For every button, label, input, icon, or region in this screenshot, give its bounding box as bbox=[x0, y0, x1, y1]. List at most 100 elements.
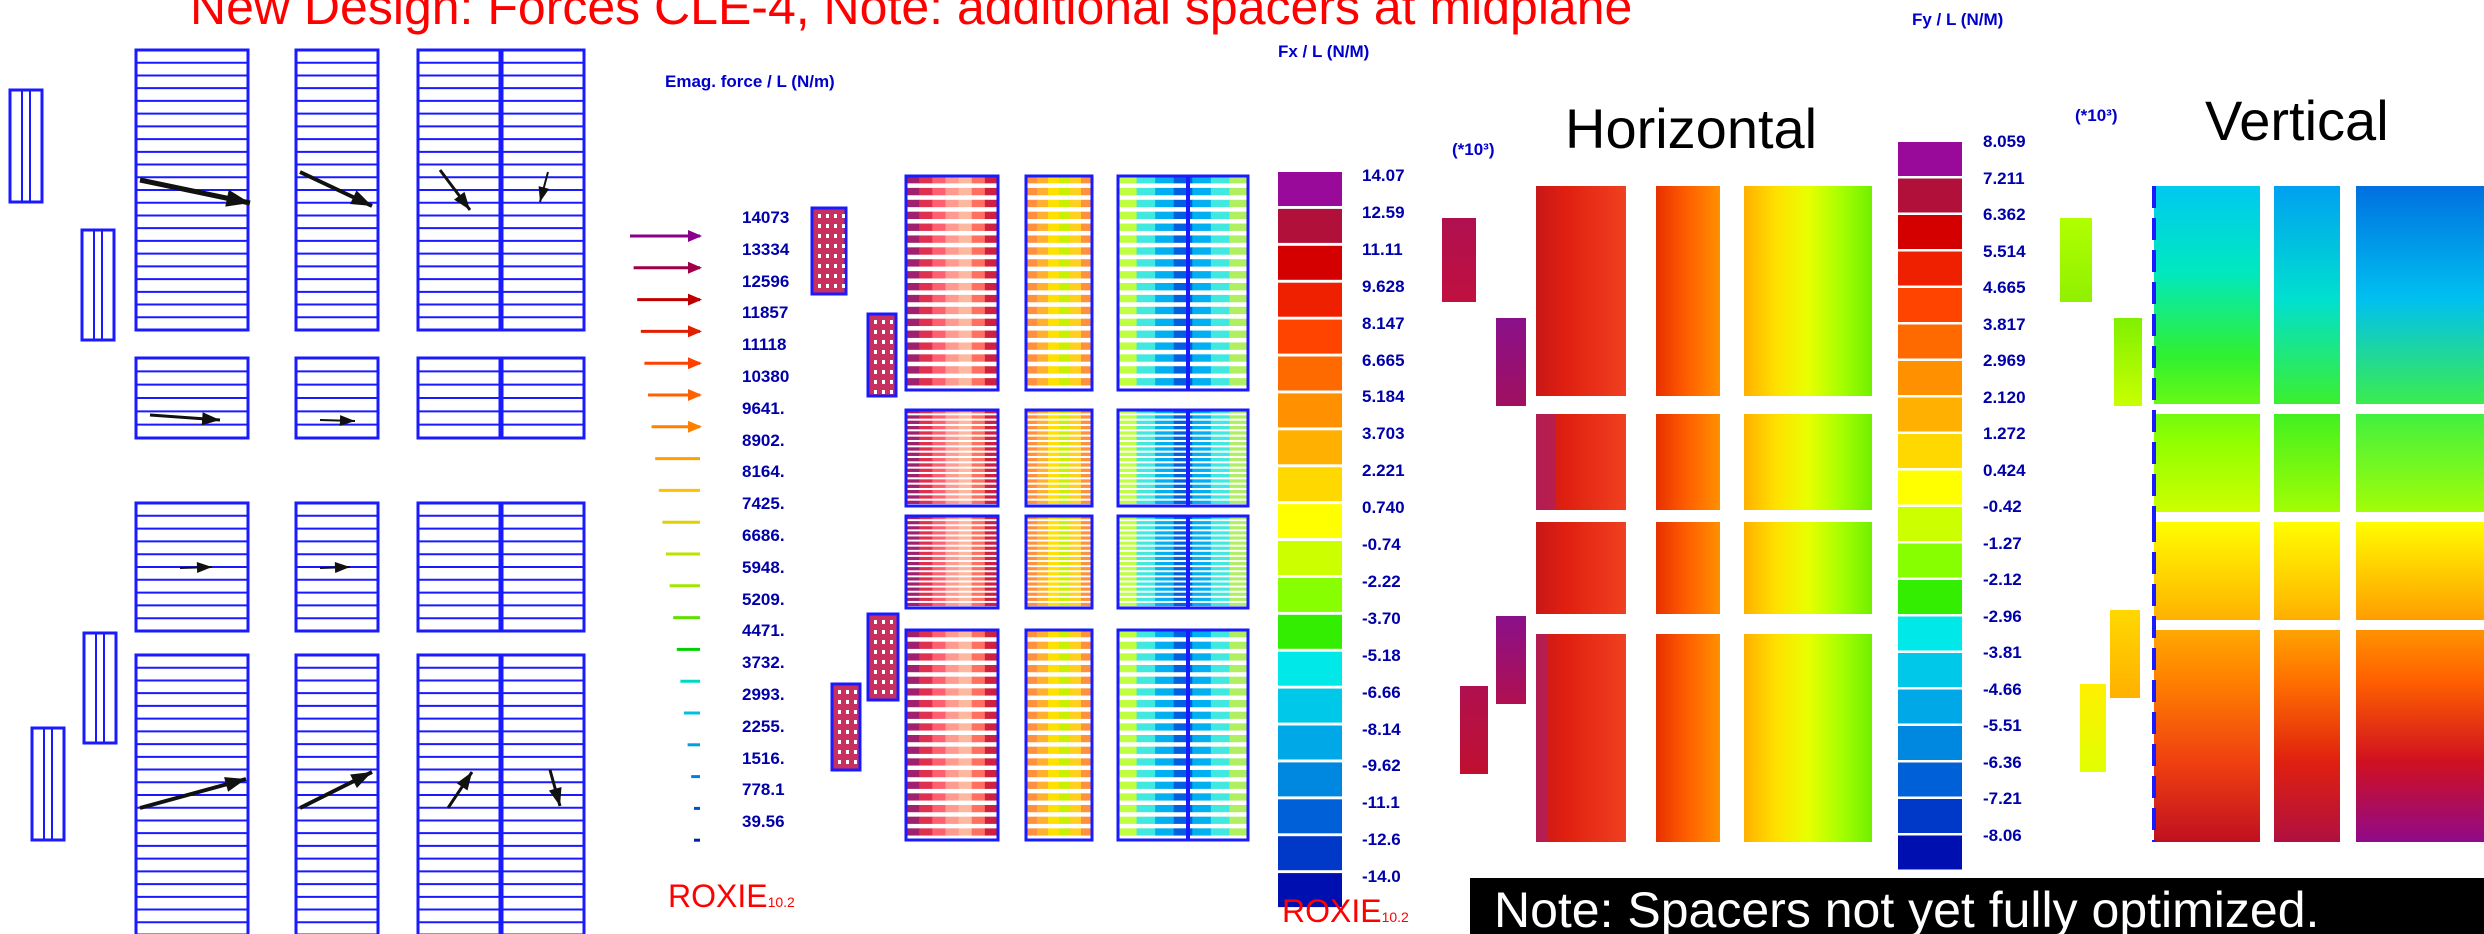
v-side-block-3 bbox=[2080, 684, 2106, 772]
fy-colorbar-swatch-1 bbox=[1898, 178, 1962, 213]
fx-legend-label-18: -12.6 bbox=[1362, 830, 1401, 850]
force-arrow-1 bbox=[299, 170, 373, 208]
fx-colorbar-swatch-11 bbox=[1278, 577, 1342, 612]
fx-colorbar-swatch-9 bbox=[1278, 504, 1342, 539]
h-map-b-1 bbox=[1656, 414, 1720, 510]
emag-legend-label-14: 3732. bbox=[742, 653, 785, 673]
fy-legend-label-0: 8.059 bbox=[1983, 132, 2026, 151]
emag-side-block-0 bbox=[810, 206, 848, 296]
fy-colorbar-swatch-17 bbox=[1898, 762, 1962, 797]
h-side-block-0 bbox=[1442, 218, 1476, 302]
emag-map-b-2 bbox=[1024, 514, 1094, 610]
force-arrow-5 bbox=[319, 415, 356, 427]
v-map-a-bot bbox=[2154, 520, 2260, 842]
fx-legend-label-17: -11.1 bbox=[1362, 793, 1400, 813]
fx-colorbar-swatch-0 bbox=[1278, 172, 1342, 206]
h-side-block-3 bbox=[1460, 686, 1488, 774]
h-map-a-2 bbox=[1536, 520, 1626, 614]
fx-legend-label-12: -3.70 bbox=[1362, 608, 1401, 628]
emag-map-a-3 bbox=[904, 628, 1000, 842]
fx-legend-label-7: 3.703 bbox=[1362, 424, 1405, 444]
v-map-b-top bbox=[2274, 186, 2340, 526]
coil-block-0-2 bbox=[416, 48, 502, 332]
v-map-gap-0 bbox=[2150, 404, 2484, 414]
h-map-a-0 bbox=[1536, 186, 1626, 396]
fx-colorbar-swatch-1 bbox=[1278, 208, 1342, 243]
fy-colorbar-swatch-4 bbox=[1898, 288, 1962, 322]
emag-map-c-2 bbox=[1116, 514, 1250, 610]
emag-legend-arrow-0 bbox=[630, 230, 702, 242]
vertical-label: Vertical bbox=[2205, 89, 2389, 152]
fx-colorbar-swatch-14 bbox=[1278, 688, 1342, 723]
fx-legend-label-4: 8.147 bbox=[1362, 313, 1405, 333]
emag-legend-label-10: 6686. bbox=[742, 526, 785, 545]
emag-map-b-1 bbox=[1024, 408, 1094, 508]
emag-map-c-0 bbox=[1116, 174, 1250, 392]
fy-label: Fy / L (N/M) bbox=[1912, 10, 2004, 29]
fx-legend-label-16: -9.62 bbox=[1362, 756, 1401, 776]
fx-legend-label-9: 0.740 bbox=[1362, 498, 1405, 518]
fy-colorbar-swatch-13 bbox=[1898, 616, 1962, 651]
h-map-c-1 bbox=[1744, 414, 1872, 510]
fx-exponent: (*10³) bbox=[1452, 140, 1495, 159]
fy-colorbar-swatch-12 bbox=[1898, 580, 1962, 614]
fx-colorbar-swatch-16 bbox=[1278, 762, 1342, 797]
fx-legend-label-3: 9.628 bbox=[1362, 276, 1405, 296]
fy-colorbar-swatch-8 bbox=[1898, 434, 1962, 468]
fy-legend-label-11: -1.27 bbox=[1983, 533, 2022, 553]
emag-map-b-3 bbox=[1024, 628, 1094, 842]
emag-map-a-0 bbox=[904, 174, 1000, 392]
coil-block-2-3 bbox=[500, 501, 586, 633]
emag-legend-label-5: 10380 bbox=[742, 367, 790, 386]
fy-legend-label-14: -3.81 bbox=[1983, 643, 2022, 662]
force-arrow-2 bbox=[438, 169, 472, 211]
h-side-block-1 bbox=[1496, 318, 1526, 406]
fy-colorbar-swatch-14 bbox=[1898, 653, 1962, 687]
fx-legend-label-10: -0.74 bbox=[1362, 535, 1401, 554]
coil-block-3-2 bbox=[416, 653, 502, 934]
side-bar-3 bbox=[30, 726, 66, 842]
emag-legend-label-2: 12596 bbox=[742, 271, 790, 291]
v-map-a-top bbox=[2154, 186, 2260, 526]
h-map-b-2 bbox=[1656, 520, 1720, 614]
fy-legend-label-15: -4.66 bbox=[1983, 679, 2022, 699]
h-map-c-3 bbox=[1744, 634, 1872, 842]
v-map-c-top bbox=[2356, 186, 2484, 526]
fx-colorbar-swatch-2 bbox=[1278, 245, 1342, 280]
fy-legend-label-12: -2.12 bbox=[1983, 570, 2022, 589]
emag-side-block-3 bbox=[830, 682, 862, 772]
coil-block-0-3 bbox=[500, 48, 586, 332]
fx-colorbar-swatch-7 bbox=[1278, 430, 1342, 465]
fy-legend-label-5: 3.817 bbox=[1983, 314, 2026, 334]
h-map-gap-2 bbox=[1532, 620, 1876, 630]
fx-colorbar-swatch-10 bbox=[1278, 541, 1342, 575]
emag-legend-label-13: 4471. bbox=[742, 621, 785, 641]
emag-legend-arrow-6 bbox=[651, 420, 702, 433]
fx-colorbar-swatch-8 bbox=[1278, 467, 1342, 502]
emag-legend-label-1: 13334 bbox=[742, 239, 790, 259]
emag-legend-label-7: 8902. bbox=[742, 430, 785, 450]
h-map-c-2 bbox=[1744, 520, 1872, 614]
side-bar-2 bbox=[82, 631, 118, 745]
v-side-block-2 bbox=[2110, 610, 2140, 698]
emag-legend-arrow-5 bbox=[648, 389, 702, 401]
coil-block-1-1 bbox=[294, 356, 380, 440]
fy-colorbar-swatch-0 bbox=[1898, 142, 1962, 176]
emag-map-c-3 bbox=[1116, 628, 1250, 842]
v-side-block-1 bbox=[2114, 318, 2142, 406]
h-map-gap-1 bbox=[1532, 512, 1876, 522]
force-arrow-4 bbox=[149, 412, 221, 426]
emag-legend-label-12: 5209. bbox=[742, 589, 785, 609]
force-arrow-3 bbox=[538, 171, 550, 203]
fx-legend-label-11: -2.22 bbox=[1362, 571, 1401, 591]
emag-legend-arrow-1 bbox=[633, 261, 702, 274]
fy-colorbar-swatch-2 bbox=[1898, 215, 1962, 249]
horizontal-label: Horizontal bbox=[1565, 97, 1818, 160]
h-map-purple-edge-1 bbox=[1536, 634, 1548, 842]
emag-legend-label-3: 11857 bbox=[742, 303, 789, 323]
coil-block-0-1 bbox=[294, 48, 380, 332]
fx-label: Fx / L (N/M) bbox=[1278, 42, 1370, 61]
coil-block-3-1 bbox=[294, 653, 380, 934]
emag-legend-label-15: 2993. bbox=[742, 685, 785, 704]
roxie-logo-right: ROXIE10.2 bbox=[1282, 893, 1409, 929]
